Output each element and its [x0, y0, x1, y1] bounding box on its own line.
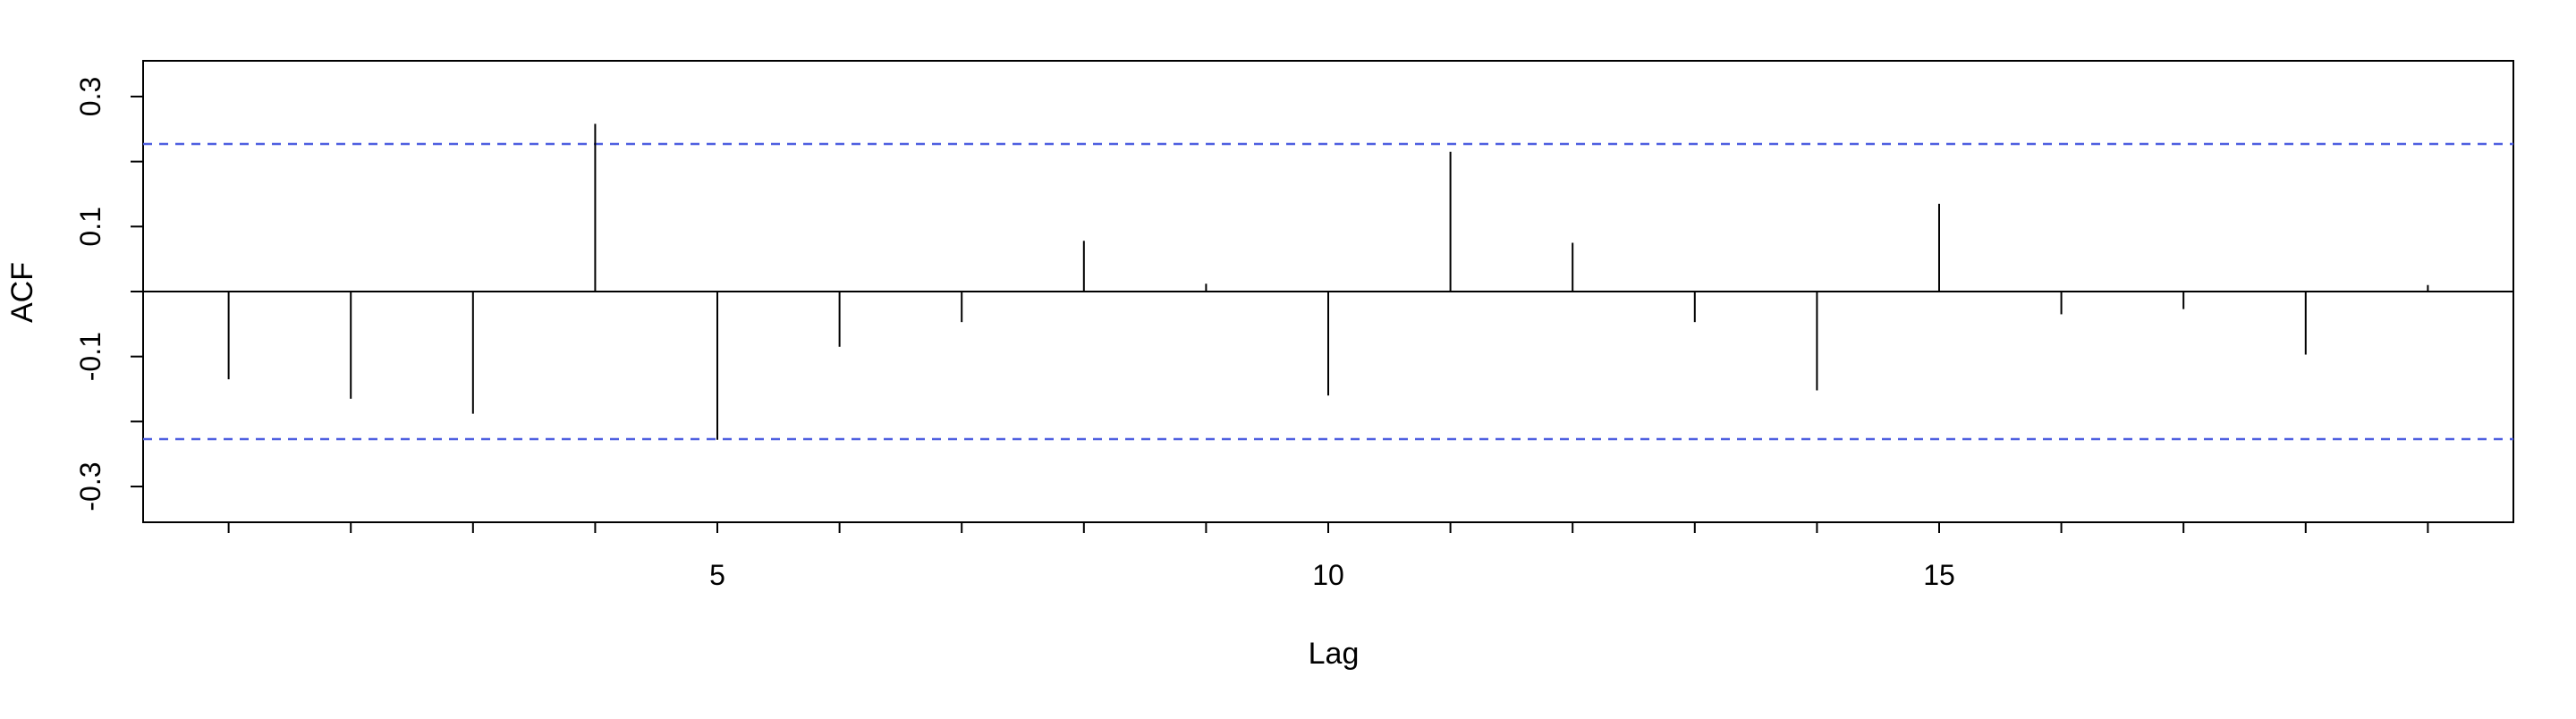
y-axis-title: ACF — [5, 262, 39, 323]
plot-area: 5 10 15 -0.3 -0.1 0.1 0.3 — [74, 60, 2514, 591]
x-tick-label-10: 10 — [1312, 559, 1344, 591]
y-tick-label-0.3: 0.3 — [74, 77, 106, 116]
x-axis-title: Lag — [1309, 637, 1360, 671]
x-tick-label-5: 5 — [709, 559, 725, 591]
x-tick-label-15: 15 — [1923, 559, 1955, 591]
y-tick-label-0.1: 0.1 — [74, 207, 106, 246]
y-tick-label--0.1: -0.1 — [74, 332, 106, 381]
y-tick-label--0.3: -0.3 — [74, 461, 106, 511]
